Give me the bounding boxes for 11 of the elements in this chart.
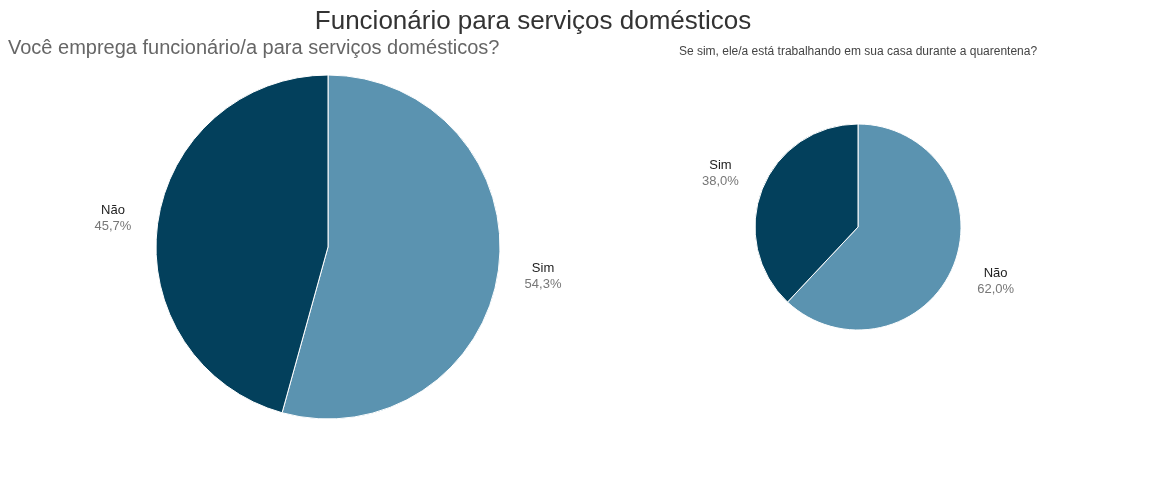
slice-label: Não <box>983 265 1008 281</box>
chart-title: Funcionário para serviços domésticos <box>314 5 752 35</box>
data-label: 45,7% <box>94 217 132 233</box>
chart-title: Se sim, ele/a está trabalhando em sua casa durante a quarentena? <box>678 44 1038 58</box>
data-label: 54,3% <box>524 276 562 292</box>
chart-subtitle: Você emprega funcionário/a para serviços domésticos? <box>8 36 500 58</box>
slice-label: Sim <box>531 260 555 276</box>
data-label: 38,0% <box>701 172 740 188</box>
slice-label: Sim <box>709 156 732 172</box>
slice-label: Não <box>101 201 125 217</box>
data-label: 62,0% <box>977 281 1015 297</box>
